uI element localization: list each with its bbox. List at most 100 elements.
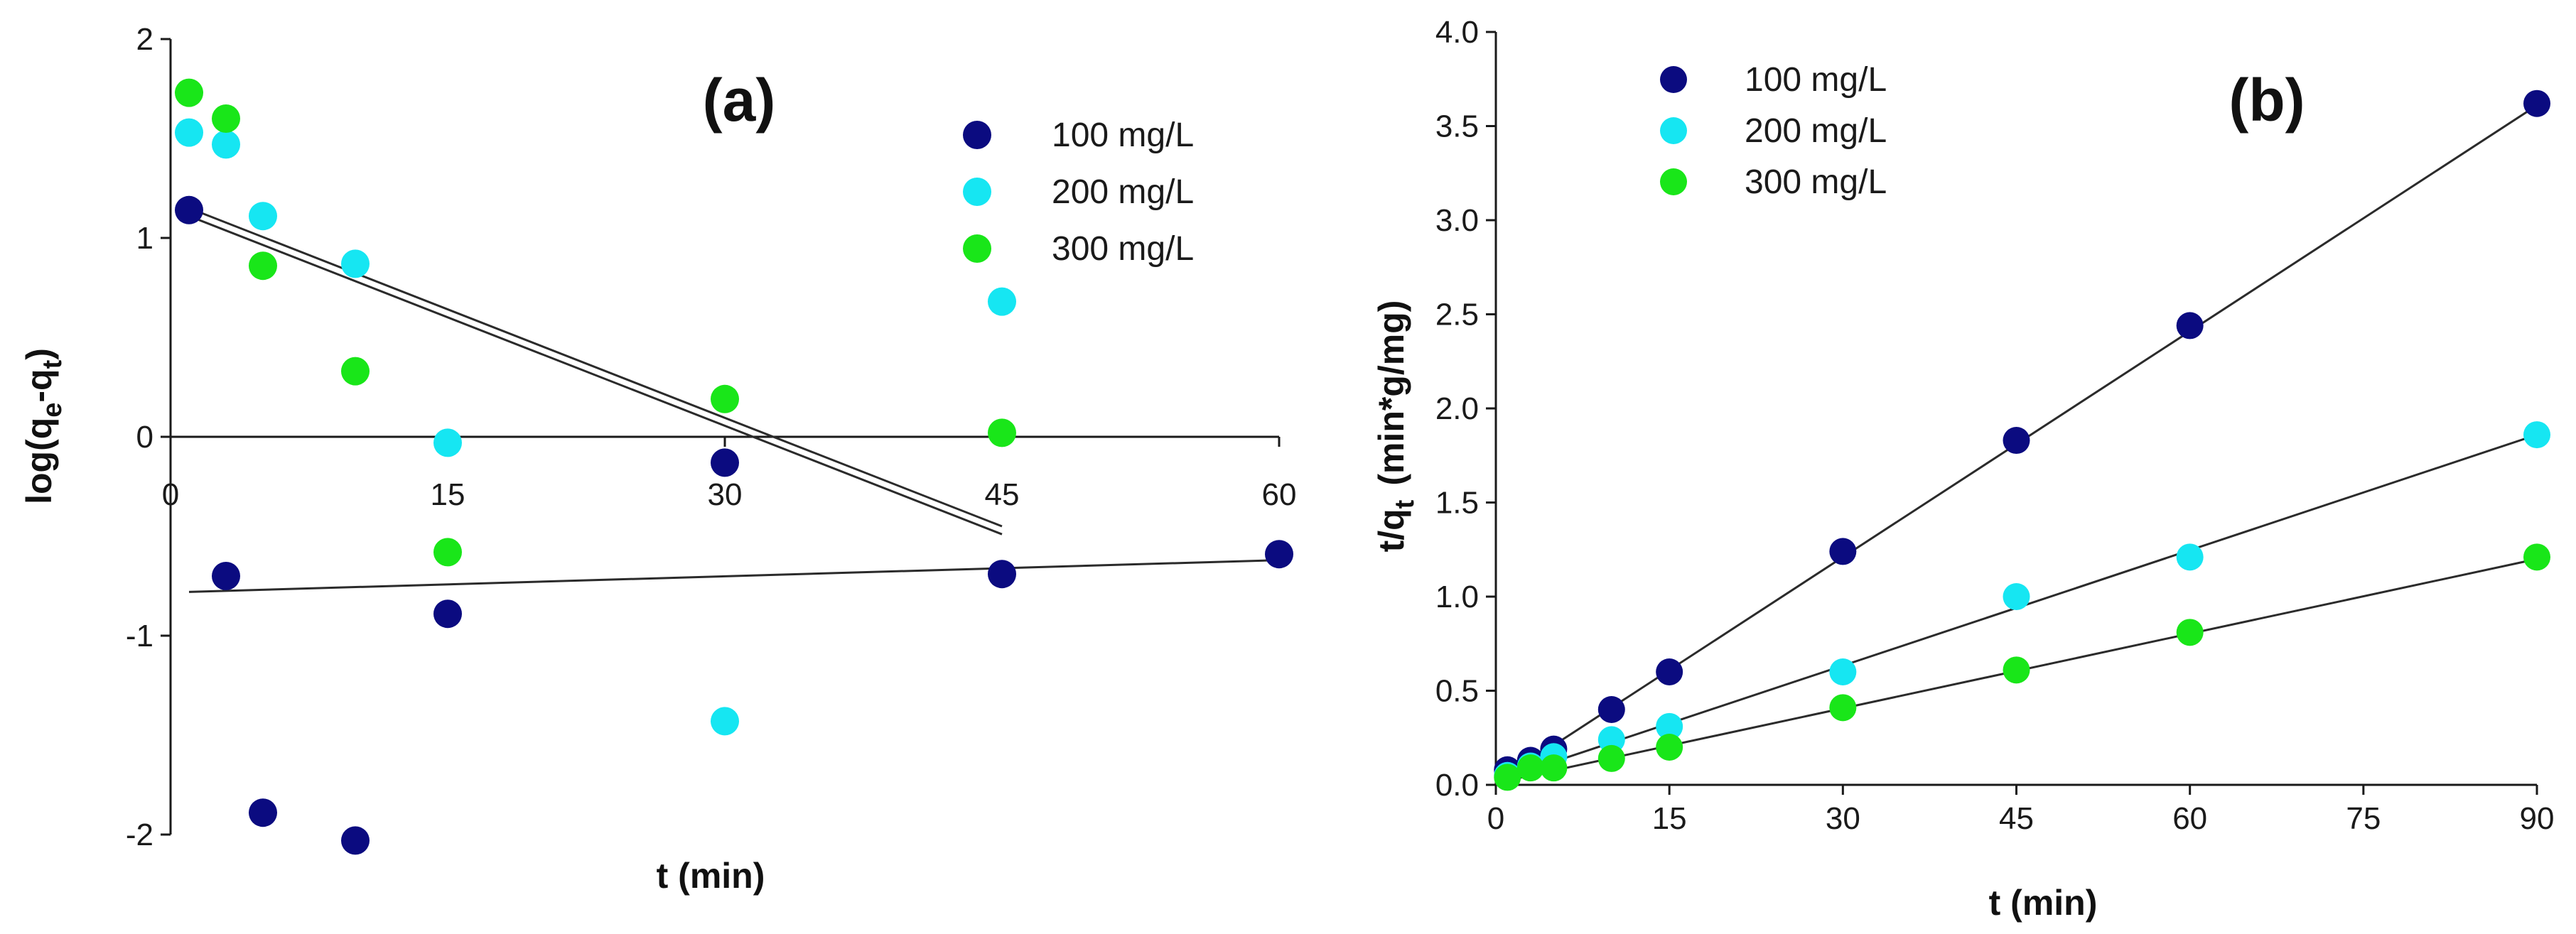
chart-b-y-axis-title: t/qt(min*g/mg) (1371, 300, 1420, 553)
chart-a-y-tick-label: 1 (136, 221, 153, 256)
chart-a-point-100-mg-l (212, 562, 240, 590)
chart-a-series-200-mg-l (175, 118, 1016, 736)
chart-a-x-tick-label: 45 (985, 477, 1020, 512)
chart-b-legend-marker-200-mg-l (1660, 117, 1687, 144)
chart-a-point-100-mg-l (249, 798, 277, 827)
chart-b-y-tick-label: 4.0 (1435, 15, 1479, 50)
chart-a-x-axis-title: t (min) (657, 856, 765, 896)
chart-a-point-200-mg-l (341, 249, 370, 278)
chart-b-legend: 100 mg/L 200 mg/L 300 mg/L (1660, 61, 1887, 201)
chart-b-x-tick-label: 0 (1487, 801, 1504, 836)
chart-a-point-300-mg-l (433, 538, 462, 567)
chart-a-point-100-mg-l (1265, 540, 1293, 569)
chart-b-point-100-mg-l (1597, 696, 1625, 723)
chart-b-y-tick-label: 0.5 (1435, 674, 1479, 709)
chart-a-x-tick-label: 30 (708, 477, 743, 512)
chart-b-point-100-mg-l (2176, 312, 2204, 340)
chart-b-legend-label-100-mg-l: 100 mg/L (1745, 61, 1887, 99)
chart-a-x-tick-label: 15 (431, 477, 465, 512)
chart-a-fit-line-2 (188, 215, 1003, 536)
chart-a-point-100-mg-l (711, 448, 739, 477)
chart-a-legend-marker-300-mg-l (963, 234, 991, 263)
chart-b-legend-marker-300-mg-l (1660, 168, 1687, 195)
chart-b-x-tick-label: 45 (1999, 801, 2034, 836)
chart-b-series-200-mg-l (1494, 421, 2550, 789)
chart-a-legend: 100 mg/L 200 mg/L 300 mg/L (963, 116, 1194, 268)
chart-b-series-300-mg-l (1494, 543, 2550, 791)
chart-a-point-100-mg-l (175, 195, 203, 224)
chart-a-point-200-mg-l (433, 428, 462, 457)
chart-b-point-300-mg-l (1829, 694, 1857, 722)
chart-a-point-200-mg-l (212, 130, 240, 159)
chart-b-point-200-mg-l (2176, 543, 2204, 571)
chart-b-point-300-mg-l (2176, 619, 2204, 646)
chart-b-point-300-mg-l (1597, 744, 1625, 772)
chart-b-point-300-mg-l (1540, 754, 1568, 782)
chart-a-point-300-mg-l (711, 384, 739, 413)
chart-a-legend-label-100-mg-l: 100 mg/L (1052, 116, 1194, 154)
chart-b-point-300-mg-l (1656, 734, 1683, 761)
chart-b-y-tick-label: 2.5 (1435, 298, 1479, 332)
chart-b-legend-label-200-mg-l: 200 mg/L (1745, 112, 1887, 150)
chart-a-fit-lines (188, 207, 1280, 593)
chart-a-x-tick-label: 0 (162, 477, 179, 512)
chart-b-x-tick-label: 75 (2346, 801, 2381, 836)
chart-b-y-tick-label: 3.5 (1435, 109, 1479, 144)
chart-a-point-200-mg-l (988, 287, 1016, 316)
chart-b-x-tick-label: 15 (1652, 801, 1687, 836)
chart-b-point-100-mg-l (2523, 89, 2550, 117)
chart-b-points (1494, 89, 2550, 791)
chart-a-point-300-mg-l (988, 418, 1016, 447)
chart-b-point-100-mg-l (1829, 538, 1857, 565)
chart-b: 0.0 0.5 1.0 1.5 2.0 2.5 3.0 3.5 4.0 0 15 30 45 60 75 90… (1371, 15, 2554, 923)
chart-b-y-tick-label: 3.0 (1435, 203, 1479, 238)
chart-a-y-tick-label: -2 (126, 818, 153, 852)
chart-b-x-tick-label: 90 (2520, 801, 2555, 836)
chart-a-point-200-mg-l (249, 202, 277, 231)
chart-a-point-200-mg-l (711, 707, 739, 736)
chart-b-y-tick-label: 1.5 (1435, 486, 1479, 521)
chart-a-point-300-mg-l (341, 357, 370, 386)
chart-a-point-200-mg-l (175, 118, 203, 147)
chart-b-point-200-mg-l (1656, 712, 1683, 740)
chart-a-legend-label-200-mg-l: 200 mg/L (1052, 173, 1194, 211)
chart-b-point-100-mg-l (2003, 427, 2030, 455)
chart-a-x-tick-label: 60 (1262, 477, 1297, 512)
chart-b-point-200-mg-l (1597, 726, 1625, 754)
chart-b-x-tick-label: 30 (1826, 801, 1860, 836)
chart-b-x-tick-label: 60 (2172, 801, 2207, 836)
chart-a-points (175, 78, 1293, 855)
chart-a-y-tick-label: -1 (126, 619, 153, 653)
chart-b-point-200-mg-l (2523, 421, 2550, 449)
chart-a-panel-label: (a) (703, 67, 776, 134)
chart-a-legend-marker-100-mg-l (963, 121, 991, 149)
chart-a-point-100-mg-l (341, 826, 370, 855)
chart-a-point-300-mg-l (175, 78, 203, 107)
chart-b-tick-labels: 0.0 0.5 1.0 1.5 2.0 2.5 3.0 3.5 4.0 0 15 30 45 60 75 90 (1435, 15, 2555, 836)
chart-b-panel-label: (b) (2229, 67, 2305, 134)
chart-b-point-300-mg-l (2523, 543, 2550, 571)
chart-a-y-axis-title: log(qe-qt) (19, 348, 68, 504)
chart-a-point-100-mg-l (988, 560, 1016, 589)
chart-a-fit-line-1 (188, 559, 1280, 593)
chart-a-tick-labels: -2 -1 0 1 2 0 15 30 45 60 (126, 22, 1297, 852)
chart-a-legend-label-300-mg-l: 300 mg/L (1052, 230, 1194, 268)
chart-b-point-100-mg-l (1656, 658, 1683, 685)
chart-b-point-200-mg-l (2003, 583, 2030, 610)
chart-b-point-300-mg-l (1516, 754, 1544, 782)
chart-b-y-tick-label: 1.0 (1435, 580, 1479, 614)
chart-a-y-tick-label: 2 (136, 22, 153, 57)
chart-b-legend-label-300-mg-l: 300 mg/L (1745, 163, 1887, 201)
chart-a-series-100-mg-l (175, 195, 1293, 855)
chart-a-legend-marker-200-mg-l (963, 178, 991, 206)
chart-b-x-axis-title: t (min) (1989, 883, 2098, 923)
chart-a-point-100-mg-l (433, 599, 462, 629)
chart-a-fit-line-3 (188, 207, 1003, 528)
chart-a-y-tick-label: 0 (136, 420, 153, 455)
chart-b-point-200-mg-l (1829, 658, 1857, 685)
chart-b-legend-marker-100-mg-l (1660, 66, 1687, 93)
chart-b-point-300-mg-l (2003, 656, 2030, 684)
chart-a-point-300-mg-l (212, 104, 240, 133)
